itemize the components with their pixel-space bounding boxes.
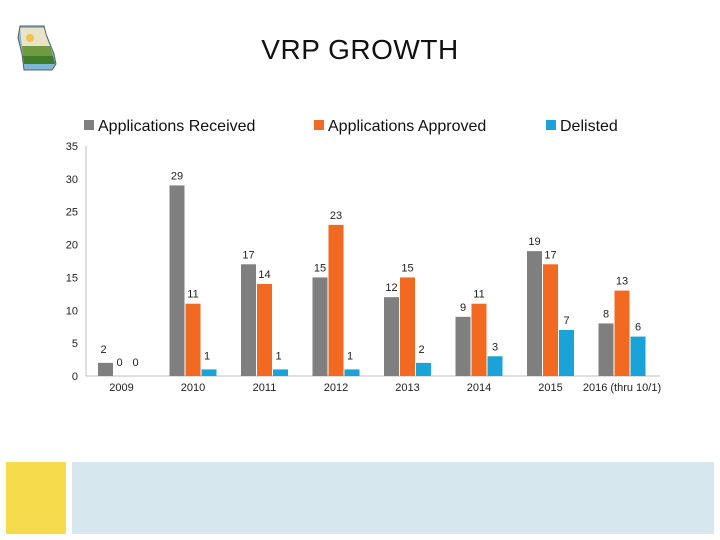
bar-2	[630, 336, 646, 376]
y-tick-label: 35	[66, 141, 78, 153]
data-label: 13	[616, 276, 628, 288]
data-label: 19	[528, 236, 540, 248]
legend-swatch-0	[84, 120, 94, 130]
bar-0	[312, 277, 328, 376]
data-label: 23	[330, 210, 342, 222]
data-label: 0	[132, 357, 138, 369]
x-tick-label: 2015	[538, 382, 562, 394]
data-label: 7	[563, 315, 569, 327]
x-tick-label: 2010	[181, 382, 205, 394]
data-label: 9	[460, 302, 466, 314]
x-tick-label: 2009	[109, 382, 133, 394]
footer-accent-yellow	[6, 462, 66, 534]
y-tick-label: 5	[72, 338, 78, 350]
data-label: 15	[314, 262, 326, 274]
data-label: 1	[275, 350, 281, 362]
data-label: 6	[635, 322, 641, 334]
data-label: 29	[171, 170, 183, 182]
data-label: 0	[116, 357, 122, 369]
data-label: 14	[258, 269, 270, 281]
y-tick-label: 0	[72, 371, 78, 383]
bar-2	[344, 369, 360, 376]
georgia-map-logo-icon	[17, 25, 57, 71]
y-tick-label: 15	[66, 272, 78, 284]
legend-label-2: Delisted	[560, 118, 618, 135]
x-tick-label: 2013	[395, 382, 419, 394]
footer-accent-blue	[72, 462, 714, 534]
legend-swatch-2	[546, 120, 556, 130]
bar-1	[471, 303, 487, 376]
bar-0	[598, 323, 614, 376]
data-label: 2	[418, 344, 424, 356]
data-label: 17	[242, 249, 254, 261]
data-label: 17	[544, 249, 556, 261]
bar-0	[384, 297, 399, 376]
y-tick-label: 25	[66, 207, 78, 219]
bar-0	[98, 362, 113, 376]
data-label: 1	[347, 350, 353, 362]
legend-label-1: Applications Approved	[328, 118, 486, 135]
data-label: 11	[473, 289, 484, 301]
bar-1	[400, 277, 415, 376]
legend-swatch-1	[314, 120, 324, 130]
bar-0	[241, 264, 256, 376]
x-tick-label: 2011	[253, 382, 277, 394]
data-label: 12	[385, 282, 397, 294]
bar-0	[455, 316, 471, 376]
bar-1	[185, 303, 201, 376]
x-tick-label: 2016 (thru 10/1)	[583, 382, 661, 394]
bar-0	[169, 185, 185, 376]
bar-1	[328, 224, 344, 376]
bar-1	[614, 290, 630, 376]
bar-2	[487, 356, 503, 376]
slide-title: VRP GROWTH	[261, 34, 459, 65]
data-label: 8	[603, 308, 609, 320]
bar-2	[273, 369, 288, 376]
data-label: 11	[187, 289, 198, 301]
y-tick-label: 10	[66, 305, 78, 317]
bar-2	[559, 330, 574, 376]
data-label: 15	[401, 262, 413, 274]
data-label: 3	[492, 341, 498, 353]
y-tick-label: 20	[66, 240, 78, 252]
x-tick-label: 2014	[467, 382, 491, 394]
x-tick-label: 2012	[324, 382, 348, 394]
data-label: 2	[100, 344, 106, 356]
bar-2	[416, 362, 431, 376]
bar-0	[527, 251, 542, 376]
data-label: 1	[204, 350, 210, 362]
legend-label-0: Applications Received	[98, 118, 255, 135]
bar-2	[201, 369, 217, 376]
bar-1	[543, 264, 558, 376]
bar-1	[257, 284, 272, 376]
y-tick-label: 30	[66, 174, 78, 186]
